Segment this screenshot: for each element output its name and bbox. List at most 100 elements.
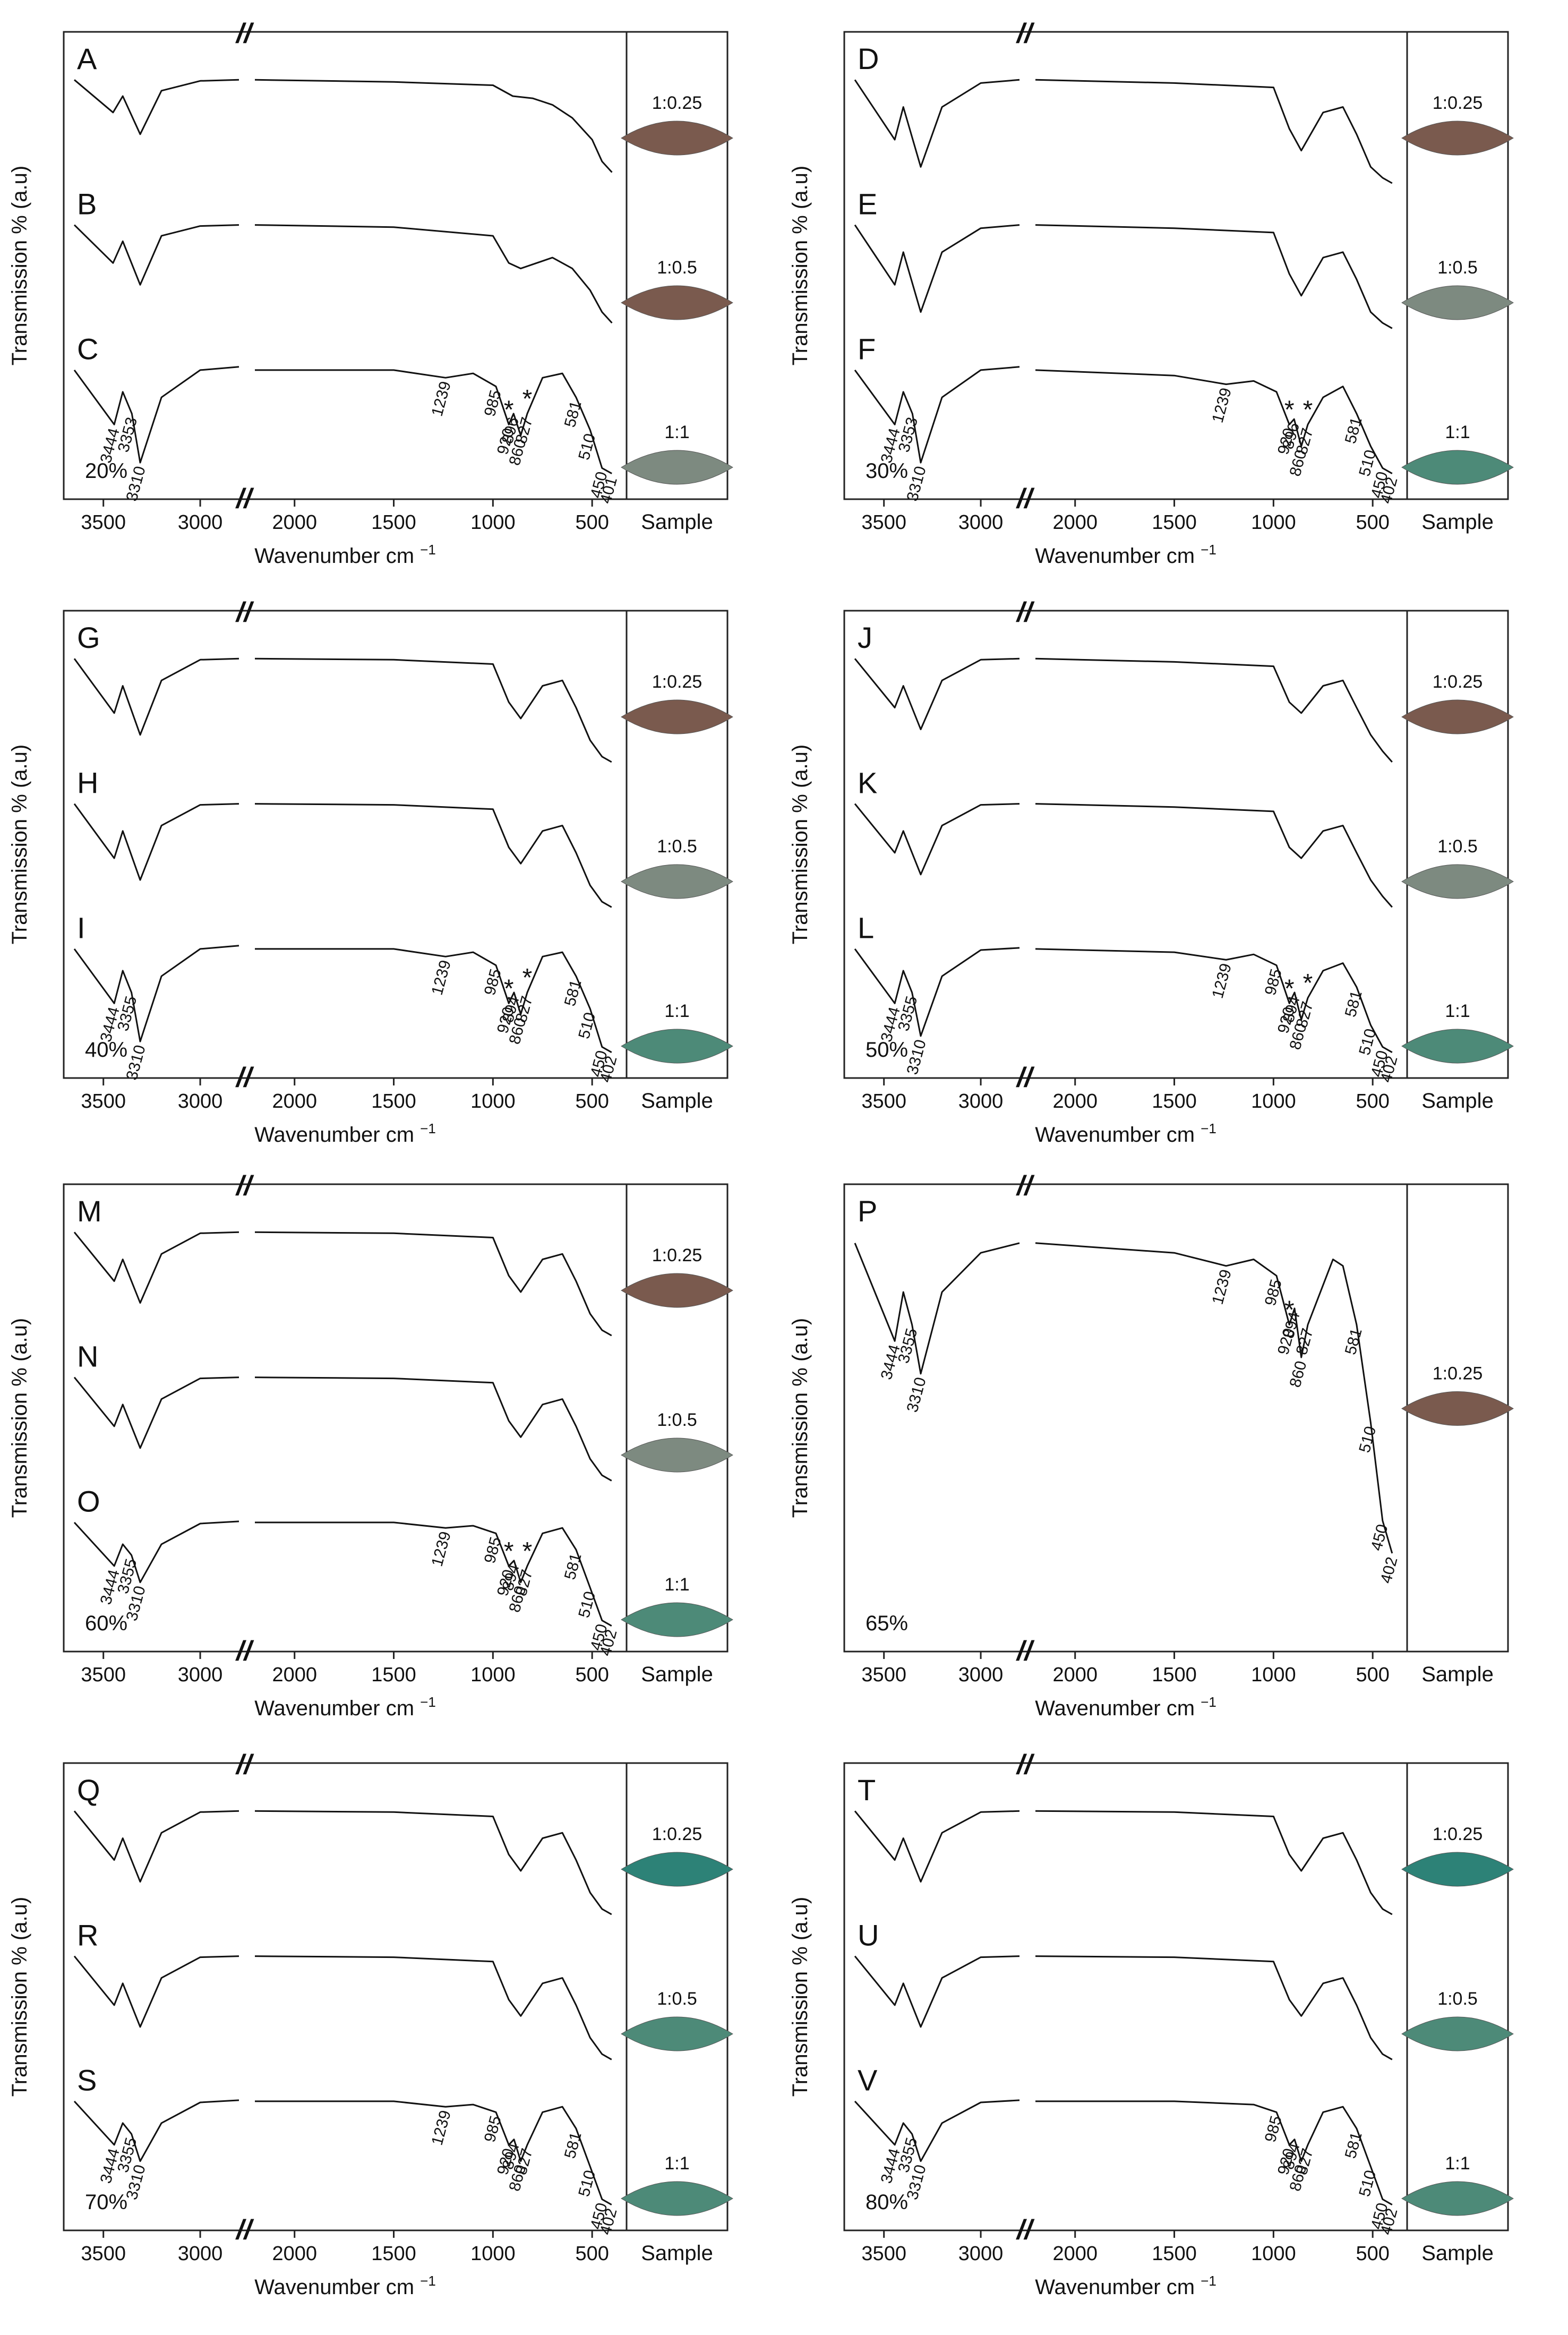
axis-break-mark: //	[235, 2214, 254, 2245]
red-marker: *	[504, 974, 514, 1003]
x-tick-label: 500	[1356, 511, 1389, 534]
sample-ratio-label: 1:0.5	[657, 258, 697, 278]
y-axis-label: Transmission % (a.u)	[8, 745, 31, 944]
sample-header: Sample	[641, 2242, 713, 2265]
peak-label: 402	[1377, 1555, 1401, 1585]
sample-swatch	[1401, 2016, 1514, 2051]
axis-break-mark: //	[1016, 1170, 1035, 1201]
spectrum-line-I	[255, 948, 612, 1054]
axis-break-mark: //	[235, 1636, 254, 1666]
series-letter-R: R	[77, 1918, 98, 1952]
y-axis-label: Transmission % (a.u)	[789, 1318, 812, 1518]
x-tick-label: 3000	[958, 1090, 1004, 1113]
spectrum-line-N	[254, 1376, 612, 1482]
axis-break-mark: //	[1016, 483, 1035, 514]
sample-swatch	[621, 1438, 733, 1473]
peak-label: 1239	[429, 959, 455, 997]
sample-swatch	[1401, 285, 1514, 320]
sample-header: Sample	[641, 510, 713, 534]
spectrum-line-L	[854, 947, 1020, 1037]
x-tick-label: 500	[1356, 1090, 1389, 1113]
y-axis-label: Transmission % (a.u)	[789, 745, 812, 944]
sample-swatch	[621, 1273, 733, 1308]
series-letter-K: K	[858, 766, 877, 799]
axis-break-mark: //	[235, 597, 254, 628]
plot-frame	[843, 1762, 1509, 2231]
sample-ratio-label: 1:0.5	[1437, 836, 1478, 857]
peak-label: 1239	[1209, 386, 1235, 425]
x-axis-label: Wavenumber cm −1	[254, 2273, 436, 2299]
x-tick-label: 3000	[958, 511, 1004, 534]
peak-label: 985	[481, 967, 505, 997]
peak-label: 3355	[114, 994, 140, 1033]
x-axis-label: Wavenumber cm −1	[1035, 542, 1216, 568]
x-tick-label: 3500	[81, 511, 126, 534]
spectrum-line-J	[1035, 657, 1393, 763]
peak-label: 985	[481, 2114, 505, 2144]
sample-swatch	[621, 1852, 733, 1887]
sample-swatch	[621, 285, 733, 320]
red-marker: *	[504, 1537, 514, 1566]
series-letter-O: O	[77, 1485, 100, 1518]
peak-label: 581	[1342, 1327, 1366, 1357]
panel-percent-label: 20%	[85, 459, 127, 483]
panel-50pct: // // 3500 3000 2000 1500 1000 500 Wavenumber cm…	[789, 597, 1514, 1147]
sample-header: Sample	[1421, 510, 1494, 534]
panel-20pct: // // 3500 3000 2000 1500 1000 500 Wavenumber cm…	[8, 18, 733, 568]
peak-label: 1239	[429, 2108, 455, 2147]
spectrum-line-O	[255, 1521, 612, 1627]
series-letter-T: T	[858, 1773, 876, 1807]
x-tick-label: 1000	[1251, 511, 1296, 534]
series-letter-F: F	[858, 332, 876, 366]
sample-ratio-label: 1:0.5	[657, 1410, 697, 1430]
red-marker: *	[1284, 1296, 1295, 1324]
panel-65pct: // // 3500 3000 2000 1500 1000 500 Wavenumber cm…	[789, 1170, 1514, 1720]
sample-ratio-label: 1:1	[664, 2153, 689, 2174]
sample-swatch	[1401, 1029, 1514, 1064]
spectrum-line-I	[73, 945, 239, 1042]
peak-label: 1239	[1209, 962, 1235, 1000]
red-marker: *	[504, 396, 514, 424]
x-axis-label: Wavenumber cm −1	[1035, 1121, 1216, 1147]
y-axis-label: Transmission % (a.u)	[789, 1897, 812, 2097]
spectrum-line-D	[1035, 79, 1393, 184]
peak-label: 581	[1342, 415, 1366, 446]
x-tick-label: 2000	[1052, 2243, 1098, 2265]
y-axis-label: Transmission % (a.u)	[789, 166, 812, 365]
axis-break-mark: //	[235, 1062, 254, 1093]
series-letter-H: H	[77, 766, 98, 799]
peak-label: 581	[1342, 989, 1366, 1019]
x-tick-label: 2000	[1052, 511, 1098, 534]
x-tick-label: 1500	[371, 2243, 416, 2265]
spectrum-line-G	[254, 657, 612, 763]
series-letter-I: I	[77, 911, 85, 945]
x-tick-label: 500	[1356, 1664, 1389, 1686]
x-tick-label: 1000	[1251, 1664, 1296, 1686]
sample-ratio-label: 1:0.25	[1433, 93, 1483, 113]
x-tick-label: 2000	[1052, 1090, 1098, 1113]
spectrum-line-A	[254, 79, 613, 173]
sample-swatch	[621, 699, 733, 734]
y-axis-label: Transmission % (a.u)	[8, 1897, 31, 2097]
series-letter-U: U	[858, 1918, 879, 1952]
series-letter-C: C	[77, 332, 98, 366]
y-axis-label: Transmission % (a.u)	[8, 166, 31, 365]
spectrum-line-H	[73, 803, 239, 881]
peak-label: 510	[1356, 1424, 1380, 1455]
sample-header: Sample	[641, 1663, 713, 1686]
x-tick-label: 500	[575, 2243, 609, 2265]
plot-frame	[63, 1762, 729, 2231]
x-tick-label: 3500	[861, 1664, 906, 1686]
x-tick-label: 1000	[470, 2243, 516, 2265]
spectrum-line-N	[73, 1376, 239, 1449]
peak-label: 985	[481, 1535, 505, 1566]
axis-break-mark: //	[235, 18, 254, 49]
sample-swatch	[1401, 2181, 1514, 2216]
sample-ratio-label: 1:1	[1445, 1001, 1470, 1021]
sample-ratio-label: 1:1	[664, 1001, 689, 1021]
sample-swatch	[621, 864, 733, 899]
series-letter-E: E	[858, 187, 877, 220]
x-tick-label: 3000	[178, 1090, 223, 1113]
axis-break-mark: //	[1016, 1062, 1035, 1093]
peak-label: 985	[1262, 1278, 1286, 1308]
